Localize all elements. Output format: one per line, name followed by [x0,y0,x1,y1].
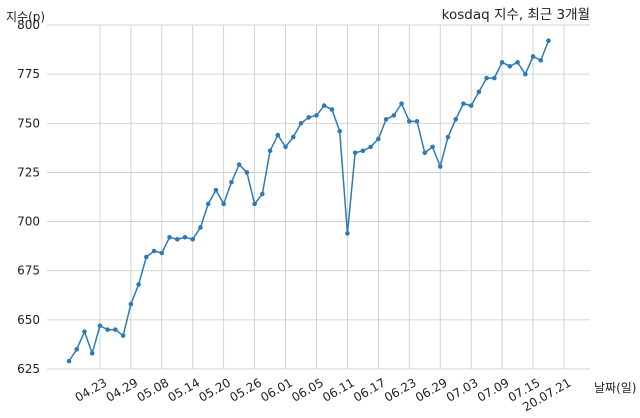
data-point [144,254,149,260]
x-gridlines [99,25,565,369]
data-point [174,236,180,242]
y-axis-title: 지수(p) [6,10,45,24]
data-point [406,119,412,124]
y-tick-label: 675 [17,264,40,278]
data-point [136,282,141,287]
data-point [345,231,350,236]
data-point [283,144,288,150]
data-point [260,191,265,197]
data-point [476,89,482,95]
x-tick-label: 05.20 [196,375,233,404]
x-tick-label: 06.01 [258,375,295,404]
data-point [492,75,497,81]
data-point [437,164,443,169]
data-point [461,101,466,106]
data-point [74,347,80,352]
data-point [352,150,358,156]
data-point [360,148,366,154]
data-point [244,170,250,175]
x-tick-label: 06.29 [413,375,450,404]
data-point [507,63,513,69]
data-point [290,134,296,140]
data-point [538,58,544,63]
data-point [499,60,505,65]
data-point [213,187,219,193]
x-tick-label: 06.23 [382,375,419,404]
data-point [376,136,381,142]
data-point [252,201,257,207]
data-point [430,144,435,150]
data-point [445,134,451,140]
series-line-layer [68,40,550,362]
data-point [523,71,528,77]
data-point [267,148,273,154]
x-tick-label: 05.26 [227,375,264,404]
y-gridlines [47,24,590,370]
data-point [453,117,459,122]
y-tick-label: 750 [17,116,40,130]
data-point [198,225,203,230]
data-point [97,323,103,329]
data-point [337,128,342,134]
data-point [306,115,312,120]
x-tick-label: 05.08 [135,375,172,404]
data-point [468,103,474,108]
x-tick-label: 06.11 [320,375,357,404]
data-point [159,250,165,256]
data-point [236,162,242,167]
data-point [275,132,281,138]
y-tick-label: 800 [17,18,40,32]
data-point [182,234,188,240]
data-point [229,179,234,185]
data-point [167,234,172,240]
data-point [113,327,118,332]
data-point [66,358,72,364]
x-tick-label: 06.17 [351,375,388,404]
data-point [314,113,319,118]
data-point [368,144,373,150]
data-point [321,103,327,108]
y-tick-label: 650 [17,313,40,327]
x-tick-label: 04.29 [104,375,141,404]
data-point [383,117,389,122]
x-tick-label: 05.14 [165,375,202,404]
x-tick-labels: 04.2304.2905.0805.1405.2005.2606.0106.05… [73,375,574,414]
data-point [414,119,420,124]
data-point [151,248,157,254]
y-tick-label: 625 [17,362,40,376]
data-point [399,101,404,106]
data-point [329,107,335,112]
y-tick-label: 775 [17,67,40,81]
series-points [66,38,551,364]
y-tick-label: 700 [17,215,40,229]
data-point [190,236,196,242]
data-point [484,75,489,81]
data-point [105,327,110,332]
data-point [120,333,126,338]
x-tick-label: 04.23 [73,375,110,404]
chart-title: kosdaq 지수, 최근 3개월 [442,7,590,23]
data-point [422,150,428,156]
y-tick-labels: 625 650 675 700 725 750 775 800 [17,18,40,376]
data-point [530,54,536,59]
data-point [128,301,134,307]
x-tick-label: 07.03 [444,375,481,404]
data-point [82,329,87,334]
data-point [221,201,226,207]
data-point [546,38,551,44]
x-tick-label: 07.09 [475,375,512,404]
data-point [298,120,304,126]
data-point [515,60,520,65]
y-tick-label: 725 [17,165,40,179]
data-point [391,113,397,118]
series-line [68,40,550,362]
data-point [205,201,211,207]
x-axis-title: 날짜(일) [594,381,636,395]
data-point [89,350,95,356]
x-tick-label: 06.05 [289,375,326,404]
